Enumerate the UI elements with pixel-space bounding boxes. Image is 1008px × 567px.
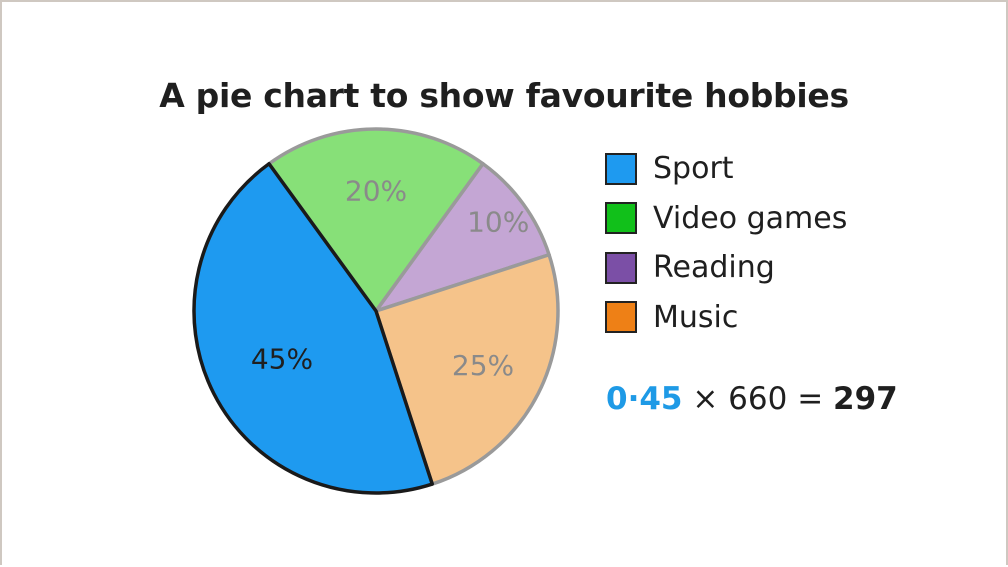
pie-label-sport: 45% xyxy=(251,342,313,375)
pie-slice-sport xyxy=(192,162,434,495)
calc-multiplier: 0·45 xyxy=(606,381,683,417)
legend-label-sport: Sport xyxy=(653,151,734,187)
legend-item-video-games: Video games xyxy=(605,194,847,244)
legend-label-video-games: Video games xyxy=(653,200,848,236)
legend-item-music: Music xyxy=(605,293,847,343)
pie-slice-reading xyxy=(374,162,551,313)
legend-swatch-video-games xyxy=(605,202,637,235)
chart-legend: Sport Video games Reading Music xyxy=(605,144,847,342)
chart-title: A pie chart to show favourite hobbies xyxy=(159,76,849,115)
legend-label-music: Music xyxy=(653,299,739,335)
calc-result: 297 xyxy=(833,381,898,417)
calculation: 0·45 × 660 = 297 xyxy=(606,381,898,417)
legend-swatch-reading xyxy=(605,251,637,284)
pie-slice-video-games xyxy=(267,127,485,313)
pie-label-music: 25% xyxy=(452,349,514,382)
pie-slice-music xyxy=(374,253,560,486)
legend-item-sport: Sport xyxy=(605,144,847,194)
legend-swatch-music xyxy=(605,301,637,334)
legend-item-reading: Reading xyxy=(605,243,847,293)
legend-label-reading: Reading xyxy=(653,250,775,286)
pie-label-reading: 10% xyxy=(467,206,529,239)
legend-swatch-sport xyxy=(605,152,637,185)
pie-label-video-games: 20% xyxy=(345,174,407,207)
calc-expression: × 660 = xyxy=(682,381,834,417)
